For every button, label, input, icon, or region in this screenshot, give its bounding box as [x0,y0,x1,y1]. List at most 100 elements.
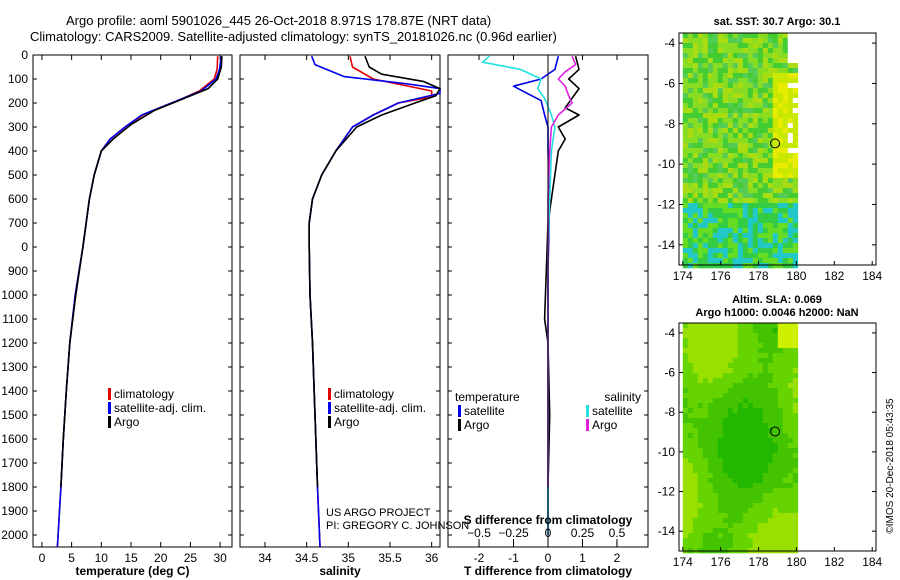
map-cell [702,433,709,439]
map-cell [742,528,749,534]
map-cell [737,448,744,454]
map-cell [777,38,784,44]
map-cell [777,178,784,184]
map-cell [707,473,714,479]
map-cell [762,528,769,534]
map-cell [702,518,709,524]
map-cell [722,38,729,44]
map-cell [687,138,694,144]
map-cell [747,213,754,219]
map-cell [727,128,734,134]
map-cell [757,258,764,264]
map-cell [737,78,744,84]
map-cell [787,438,794,444]
legend-swatch [458,405,461,417]
map-cell [767,438,774,444]
map-cell [767,403,774,409]
map-cell [722,73,729,79]
map-cell [767,58,774,64]
map-cell [782,468,789,474]
map-cell [782,463,789,469]
map-cell [742,118,749,124]
map-cell [742,423,749,429]
map-cell [767,38,774,44]
map-cell [717,523,724,529]
map-cell [752,218,759,224]
map-cell [732,128,739,134]
map-cell [732,383,739,389]
map-cell [722,33,729,39]
map-cell [752,398,759,404]
map-cell [772,408,779,414]
map-cell [752,328,759,334]
map-cell [757,363,764,369]
map-cell [762,393,769,399]
map-cell [752,168,759,174]
map-cell [707,218,714,224]
map-cell [732,33,739,39]
map-cell [762,98,769,104]
map-cell [732,78,739,84]
map-cell [782,523,789,529]
map-cell [702,228,709,234]
map-cell [687,488,694,494]
map-cell [742,333,749,339]
map-cell [742,398,749,404]
map-cell [727,148,734,154]
map-cell [767,108,774,114]
map-cell [687,398,694,404]
map-cell [712,398,719,404]
map-cell [752,123,759,129]
map-cell [752,428,759,434]
map-cell [707,158,714,164]
map-cell [762,33,769,39]
map-cell [707,533,714,539]
map-cell [772,208,779,214]
map-cell [697,243,704,249]
map-cell [697,108,704,114]
map-cell [687,223,694,229]
map-cell [762,323,769,329]
map-cell [722,443,729,449]
map-cell [762,223,769,229]
map-cell [767,423,774,429]
map-cell [762,48,769,54]
map-cell [687,513,694,519]
map-cell [767,348,774,354]
map-cell [782,168,789,174]
map-cell [792,198,799,204]
map-cell [692,483,699,489]
map-cell [717,418,724,424]
map-cell [742,493,749,499]
map-cell [747,328,754,334]
map-cell [737,188,744,194]
map-cell [792,43,799,49]
map-cell [737,438,744,444]
map-cell [762,328,769,334]
map-cell [722,513,729,519]
map-cell [702,498,709,504]
map-cell [717,413,724,419]
map-cell [732,108,739,114]
map-cell [792,508,799,514]
map-cell [787,53,794,59]
map-cell [702,508,709,514]
map-cell [782,63,789,69]
map-cell [737,353,744,359]
map-cell [747,208,754,214]
map-cell [792,193,799,199]
map-cell [767,523,774,529]
map-cell [707,328,714,334]
map-cell [787,33,794,39]
map-cell [737,38,744,44]
map-cell [687,193,694,199]
map-cell [737,213,744,219]
map-cell [777,258,784,264]
map-cell [787,398,794,404]
map-cell [682,393,689,399]
map-cell [722,493,729,499]
map-cell [732,73,739,79]
map-cell [707,523,714,529]
map-cell [792,383,799,389]
